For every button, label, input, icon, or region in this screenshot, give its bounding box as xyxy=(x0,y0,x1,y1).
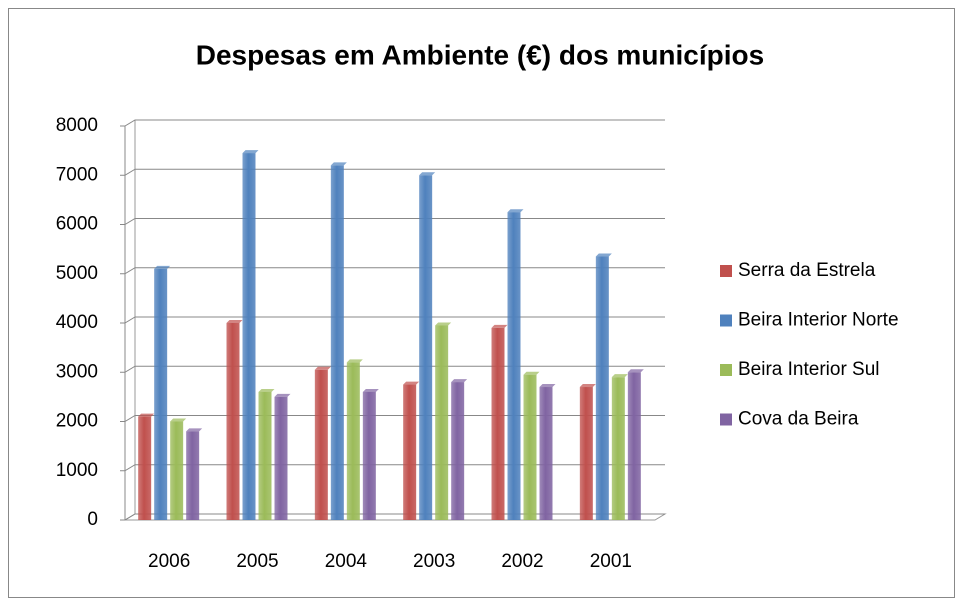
grid-line xyxy=(124,513,665,521)
y-tick-label: 2000 xyxy=(56,411,98,432)
bar xyxy=(314,369,328,520)
bar xyxy=(491,327,505,520)
y-tick-label: 4000 xyxy=(56,312,98,333)
bar-top xyxy=(435,322,452,326)
bar-top xyxy=(595,253,612,257)
y-tick-label: 8000 xyxy=(56,115,98,136)
x-tick-label: 2004 xyxy=(325,551,368,572)
x-tick-label: 2001 xyxy=(590,551,632,572)
bar xyxy=(579,387,593,520)
bar xyxy=(274,396,288,520)
bar xyxy=(627,372,641,520)
legend-label: Beira Interior Sul xyxy=(738,359,880,380)
y-tick-label: 6000 xyxy=(56,214,98,235)
bar-top xyxy=(362,388,379,392)
bar-top xyxy=(170,418,187,422)
bar-top xyxy=(627,369,644,373)
bar xyxy=(362,391,376,520)
bar xyxy=(226,323,240,520)
bar xyxy=(346,362,360,520)
y-tick-label: 3000 xyxy=(56,361,98,382)
legend-swatch xyxy=(720,314,732,327)
bar-top xyxy=(154,265,171,269)
bar xyxy=(419,175,433,520)
x-tick-label: 2002 xyxy=(501,551,543,572)
bar-top xyxy=(403,381,420,385)
bar-top xyxy=(138,413,155,417)
x-tick-label: 2005 xyxy=(236,551,278,572)
bar-top xyxy=(346,359,363,363)
legend-swatch xyxy=(720,413,732,426)
grid-line xyxy=(124,415,665,422)
bar xyxy=(507,212,521,520)
bar-top xyxy=(611,374,628,378)
bar xyxy=(451,382,465,520)
grid-line xyxy=(124,267,665,275)
grid-line xyxy=(124,218,665,225)
bar xyxy=(330,165,344,520)
bar xyxy=(170,421,184,520)
chart-title: Despesas em Ambiente (€) dos municípios xyxy=(196,39,764,70)
bar xyxy=(242,153,256,520)
bar-top xyxy=(274,393,291,397)
y-tick-label: 7000 xyxy=(56,164,98,185)
bar xyxy=(523,374,537,520)
grid-line xyxy=(124,119,665,127)
legend-label: Serra da Estrela xyxy=(738,260,876,281)
bar xyxy=(435,325,449,520)
x-tick-label: 2006 xyxy=(148,551,190,572)
bar xyxy=(258,391,272,520)
bar-top xyxy=(186,428,203,432)
bar-top xyxy=(330,162,347,166)
y-tick-label: 1000 xyxy=(56,460,98,481)
bar xyxy=(186,431,200,520)
y-tick-label: 5000 xyxy=(56,263,98,284)
legend-swatch xyxy=(720,364,732,376)
bar xyxy=(403,384,417,520)
x-tick-label: 2003 xyxy=(413,551,455,572)
y-tick-label: 0 xyxy=(87,509,98,530)
bar-top xyxy=(539,384,556,388)
bar-top xyxy=(258,388,275,392)
grid-line xyxy=(124,365,665,373)
grid-line xyxy=(124,316,665,324)
bar xyxy=(138,416,152,520)
legend-swatch xyxy=(720,265,732,277)
bar xyxy=(611,377,625,520)
bar-top xyxy=(242,150,259,154)
bar-top xyxy=(451,379,468,383)
bar-top xyxy=(314,366,331,370)
bar xyxy=(539,387,553,520)
legend-label: Cova da Beira xyxy=(738,409,859,430)
bar-top xyxy=(507,209,524,213)
bar xyxy=(595,256,609,520)
bar-top xyxy=(419,172,436,176)
grid-line xyxy=(124,464,665,472)
bar-top xyxy=(579,384,596,388)
bar-top xyxy=(491,324,508,328)
bar xyxy=(154,268,168,520)
legend-label: Beira Interior Norte xyxy=(738,310,899,331)
bar-top xyxy=(226,320,243,323)
grid-line xyxy=(124,168,665,176)
bar-top xyxy=(523,371,540,375)
